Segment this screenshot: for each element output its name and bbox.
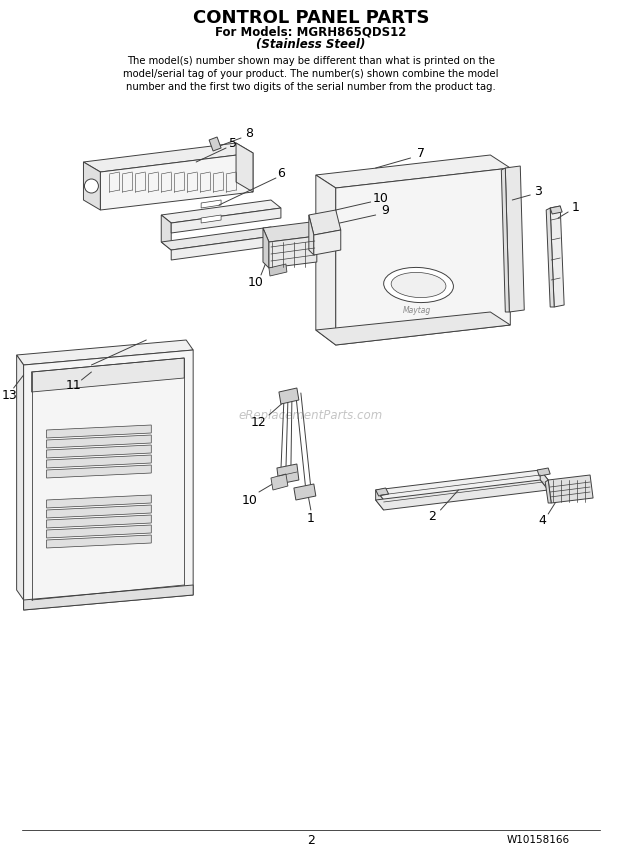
Polygon shape [46,455,151,468]
Text: 1: 1 [571,200,579,213]
Text: 12: 12 [251,415,267,429]
Text: 7: 7 [417,146,425,159]
Polygon shape [271,474,288,490]
Text: 3: 3 [534,185,542,198]
Polygon shape [46,445,151,458]
Polygon shape [316,155,510,188]
Polygon shape [46,425,151,438]
Polygon shape [46,525,151,538]
Polygon shape [269,236,317,268]
Polygon shape [171,235,281,260]
Text: 11: 11 [66,378,81,391]
Text: 2: 2 [428,510,436,524]
Polygon shape [550,206,562,214]
Polygon shape [505,166,525,312]
Text: 8: 8 [245,127,253,140]
Polygon shape [161,227,281,250]
Polygon shape [376,488,389,496]
Polygon shape [314,230,341,255]
Polygon shape [46,535,151,548]
Polygon shape [24,585,193,610]
Polygon shape [161,215,171,250]
Polygon shape [502,168,509,312]
Text: 10: 10 [373,192,389,205]
Polygon shape [263,222,317,242]
Polygon shape [209,137,221,151]
Polygon shape [84,162,100,210]
Circle shape [84,179,99,193]
Polygon shape [540,470,548,490]
Polygon shape [269,264,287,276]
Text: 4: 4 [538,514,546,527]
Text: 5: 5 [229,136,237,150]
Polygon shape [236,143,253,192]
Polygon shape [550,206,564,307]
Polygon shape [161,200,281,223]
Polygon shape [316,312,510,345]
Text: (Stainless Steel): (Stainless Steel) [256,38,366,51]
Polygon shape [294,484,316,500]
Polygon shape [46,495,151,508]
Polygon shape [17,355,24,600]
Polygon shape [46,435,151,448]
Polygon shape [17,340,193,365]
Polygon shape [548,475,593,503]
Polygon shape [201,200,221,208]
Text: W10158166: W10158166 [507,835,570,845]
Polygon shape [277,464,299,484]
Polygon shape [279,388,299,404]
Polygon shape [336,168,510,345]
Text: For Models: MGRH865QDS12: For Models: MGRH865QDS12 [215,26,407,39]
Polygon shape [537,468,550,476]
Text: 13: 13 [2,389,17,401]
Polygon shape [32,358,184,392]
Polygon shape [376,490,384,510]
Polygon shape [46,505,151,518]
Polygon shape [24,350,193,610]
Polygon shape [546,208,554,307]
Text: 1: 1 [307,512,315,525]
Polygon shape [376,480,548,510]
Text: 9: 9 [382,204,389,217]
Text: eReplacementParts.com: eReplacementParts.com [239,408,383,421]
Polygon shape [100,153,253,210]
Polygon shape [309,215,314,255]
Polygon shape [46,465,151,478]
Polygon shape [309,210,341,235]
Text: The model(s) number shown may be different than what is printed on the
model/ser: The model(s) number shown may be differe… [123,56,498,92]
Text: Maytag: Maytag [402,306,431,314]
Polygon shape [171,208,281,233]
Polygon shape [263,228,269,268]
Text: 10: 10 [242,494,258,507]
Polygon shape [316,175,336,345]
Text: 2: 2 [307,834,315,847]
Text: 6: 6 [277,167,285,180]
Ellipse shape [384,267,453,302]
Text: 10: 10 [248,276,264,288]
Polygon shape [376,470,548,500]
Text: CONTROL PANEL PARTS: CONTROL PANEL PARTS [193,9,429,27]
Polygon shape [46,515,151,528]
Polygon shape [201,215,221,223]
Polygon shape [84,143,253,172]
Polygon shape [545,480,551,503]
Ellipse shape [391,272,446,298]
